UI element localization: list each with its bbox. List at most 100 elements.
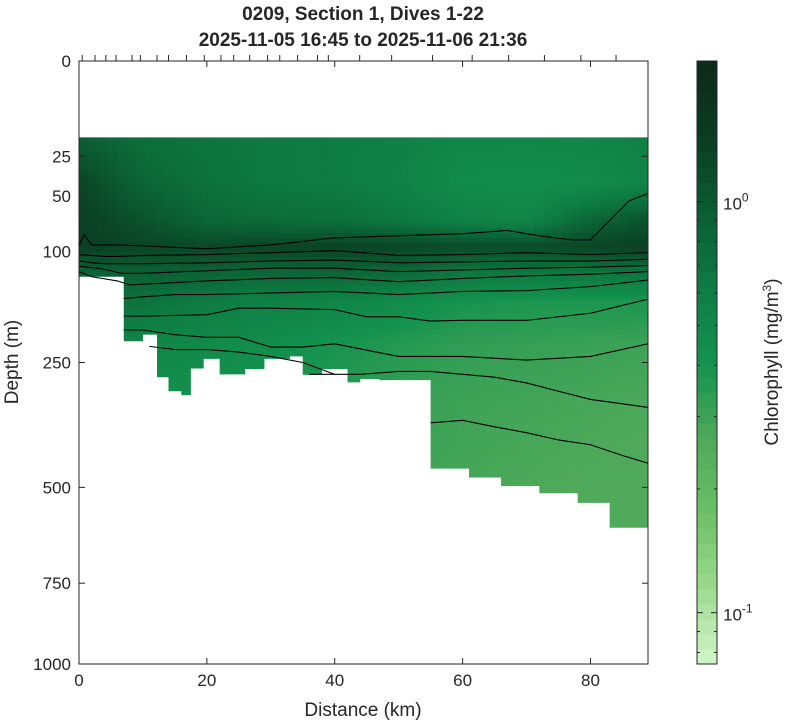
field-cell: [534, 314, 545, 320]
field-cell: [249, 324, 260, 330]
field-cell: [448, 324, 459, 330]
field-cell: [638, 309, 648, 316]
field-cell: [420, 156, 431, 162]
field-cell: [496, 271, 507, 277]
field-cell: [591, 338, 602, 344]
field-cell: [278, 300, 289, 306]
field-cell: [543, 146, 554, 153]
field-cell: [543, 175, 554, 181]
field-cell: [629, 482, 640, 488]
field-cell: [230, 142, 241, 148]
field-cell: [344, 146, 355, 153]
field-cell: [553, 137, 564, 143]
field-cell: [619, 319, 630, 325]
field-cell: [354, 237, 365, 244]
field-cell: [429, 166, 440, 172]
field-cell: [173, 328, 184, 335]
field-cell: [600, 347, 611, 354]
field-cell: [467, 161, 478, 167]
field-cell: [154, 314, 165, 320]
field-cell: [344, 247, 355, 253]
field-cell: [372, 213, 384, 220]
field-cell: [467, 280, 478, 287]
field-cell: [477, 218, 488, 225]
field-cell: [477, 338, 488, 344]
field-cell: [202, 146, 213, 153]
field-cell: [297, 319, 308, 325]
field-cell: [638, 333, 648, 339]
field-cell: [515, 276, 526, 282]
field-cell: [467, 314, 478, 320]
field-cell: [572, 213, 583, 220]
field-cell: [240, 161, 251, 167]
field-cell: [610, 156, 621, 162]
field-cell: [600, 429, 611, 435]
field-cell: [581, 256, 592, 263]
field-cell: [543, 290, 554, 296]
field-cell: [448, 242, 459, 249]
field-cell: [458, 218, 469, 225]
field-cell: [79, 223, 90, 229]
field-cell: [363, 295, 374, 301]
field-cell: [534, 400, 545, 407]
field-cell: [249, 338, 260, 344]
field-cell: [619, 391, 630, 397]
field-cell: [164, 357, 175, 363]
field-cell: [401, 170, 412, 177]
field-cell: [638, 458, 648, 464]
field-cell: [372, 142, 384, 148]
field-cell: [429, 276, 440, 282]
field-cell: [382, 166, 393, 172]
field-cell: [534, 256, 545, 263]
field-cell: [429, 357, 440, 363]
field-cell: [534, 290, 545, 296]
field-cell: [505, 276, 516, 282]
field-cell: [391, 156, 403, 162]
field-cell: [344, 256, 355, 263]
field-cell: [524, 209, 535, 215]
field-cell: [363, 285, 374, 292]
field-cell: [553, 386, 564, 392]
field-cell: [145, 300, 156, 306]
field-cell: [249, 142, 260, 148]
field-cell: [88, 271, 99, 277]
field-cell: [410, 319, 421, 325]
field-cell: [477, 146, 488, 153]
field-cell: [553, 438, 564, 445]
field-cell: [278, 175, 289, 181]
field-cell: [372, 261, 384, 268]
field-cell: [439, 352, 450, 359]
field-cell: [619, 462, 630, 469]
field-cell: [524, 462, 535, 469]
field-cell: [107, 213, 118, 220]
field-cell: [278, 314, 289, 320]
field-cell: [543, 300, 554, 306]
field-cell: [429, 343, 440, 349]
field-cell: [278, 161, 289, 167]
field-cell: [610, 314, 621, 320]
field-cell: [382, 185, 393, 191]
field-cell: [363, 170, 374, 177]
field-cell: [316, 328, 327, 335]
field-cell: [638, 304, 648, 311]
field-cell: [629, 453, 640, 459]
field-cell: [562, 477, 573, 483]
field-cell: [619, 309, 630, 316]
field-cell: [486, 391, 497, 397]
field-cell: [297, 280, 308, 287]
field-cell: [287, 146, 298, 153]
field-cell: [581, 467, 592, 474]
field-cell: [638, 194, 648, 201]
field-cell: [202, 266, 213, 272]
field-cell: [572, 209, 583, 215]
field-cell: [344, 170, 355, 177]
field-cell: [173, 333, 184, 339]
field-cell: [297, 228, 308, 234]
field-cell: [126, 271, 137, 277]
field-cell: [524, 371, 535, 378]
field-cell: [439, 237, 450, 244]
field-cell: [458, 347, 469, 354]
field-cell: [458, 438, 469, 445]
field-cell: [505, 247, 516, 253]
field-cell: [496, 371, 507, 378]
